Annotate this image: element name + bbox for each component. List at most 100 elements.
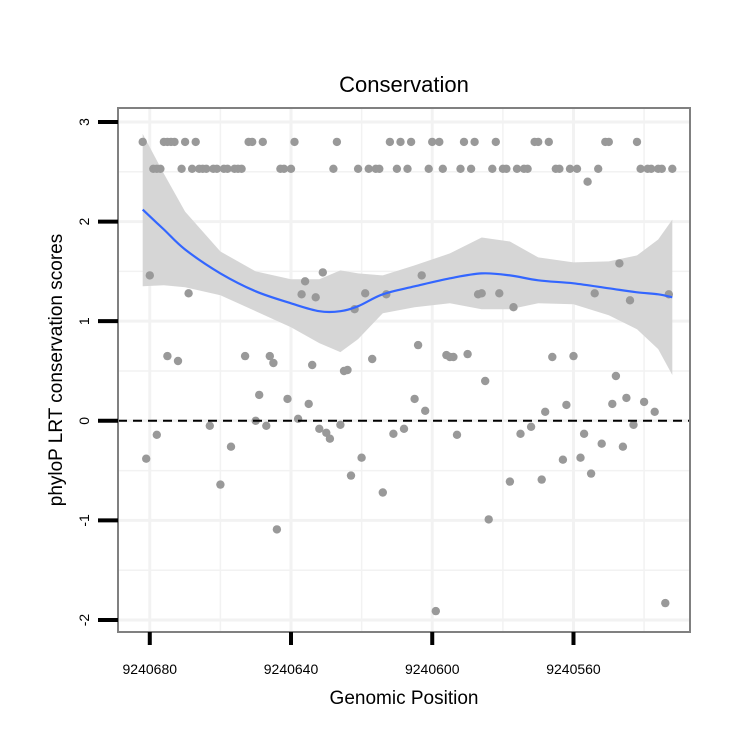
data-point [509, 303, 518, 312]
y-axis: -2 -1 0 1 2 3 [76, 118, 118, 626]
data-point [156, 164, 165, 173]
data-point [583, 177, 592, 186]
data-point [361, 289, 370, 298]
data-point [463, 349, 472, 359]
x-tick-label: 9240560 [546, 661, 601, 677]
data-point [269, 358, 278, 368]
y-axis-title: phyloP LRT conservation scores [46, 234, 67, 507]
data-point [466, 164, 476, 173]
data-point [297, 290, 306, 299]
data-point [329, 164, 338, 173]
data-point [300, 277, 310, 286]
y-tick-label: 3 [76, 118, 92, 126]
data-point [308, 360, 317, 370]
data-point [650, 407, 659, 416]
x-axis: 9240680 9240640 9240600 9240560 [123, 632, 601, 677]
data-point [421, 406, 430, 415]
data-point [138, 137, 147, 147]
data-point [615, 259, 624, 268]
data-point [410, 394, 419, 404]
data-point [572, 164, 582, 173]
data-point [647, 164, 656, 173]
data-point [163, 351, 172, 361]
data-point [262, 421, 271, 430]
data-point [604, 137, 613, 147]
data-point [526, 422, 536, 431]
data-point [265, 351, 274, 361]
data-point [223, 164, 232, 173]
data-point [378, 488, 387, 497]
confidence-ribbon [142, 133, 673, 375]
data-point [523, 164, 532, 173]
data-point [290, 137, 299, 147]
y-tick-label: 2 [76, 217, 92, 225]
data-point [417, 271, 426, 280]
data-point [558, 455, 568, 464]
data-point [191, 137, 200, 147]
data-point [470, 137, 479, 147]
data-point [202, 164, 211, 173]
data-point [565, 164, 575, 173]
x-tick-label: 9240600 [405, 661, 460, 677]
data-point [406, 137, 416, 147]
data-point [657, 164, 666, 173]
data-point [488, 164, 497, 173]
data-point [576, 453, 585, 462]
data-point [661, 598, 670, 608]
data-point [187, 164, 197, 173]
data-point [170, 137, 179, 147]
data-point [315, 424, 324, 433]
data-point [255, 390, 264, 400]
data-point [304, 399, 313, 409]
data-point [541, 407, 550, 416]
data-point [413, 340, 423, 350]
data-point [502, 164, 511, 173]
data-point [534, 137, 543, 147]
data-point [343, 365, 352, 375]
data-point [272, 525, 282, 534]
data-point [555, 164, 564, 173]
data-point [491, 137, 500, 147]
data-point [618, 442, 628, 451]
data-point [279, 164, 289, 173]
data-point [325, 434, 335, 443]
data-point [142, 454, 151, 463]
data-point [216, 480, 225, 489]
plot-panel-border [117, 107, 691, 633]
data-point [364, 164, 373, 173]
data-point [177, 164, 186, 173]
data-point [608, 399, 617, 409]
data-point [505, 477, 515, 486]
data-point [152, 430, 161, 439]
data-point [184, 289, 193, 298]
data-point [396, 137, 405, 147]
data-point [226, 442, 236, 451]
data-point [590, 289, 599, 298]
data-point [283, 394, 292, 404]
data-point [431, 606, 440, 616]
data-point [452, 430, 462, 439]
data-point [173, 356, 183, 366]
data-point [516, 429, 525, 438]
x-tick-label: 9240680 [123, 661, 178, 677]
data-point [594, 164, 603, 173]
data-point [428, 137, 437, 147]
data-point [481, 376, 490, 386]
data-point [258, 137, 267, 147]
data-point [357, 453, 366, 462]
data-point [477, 289, 486, 298]
plot-panel [118, 108, 690, 632]
data-point [368, 354, 377, 364]
data-point [212, 164, 222, 173]
data-point [318, 268, 327, 277]
data-point [438, 164, 447, 173]
data-point [548, 352, 557, 362]
data-point [668, 164, 677, 173]
data-point [240, 351, 250, 361]
data-point [629, 420, 638, 429]
data-point [611, 371, 621, 381]
data-point [346, 471, 356, 480]
data-point [332, 137, 342, 147]
y-tick-label: 0 [76, 417, 92, 425]
